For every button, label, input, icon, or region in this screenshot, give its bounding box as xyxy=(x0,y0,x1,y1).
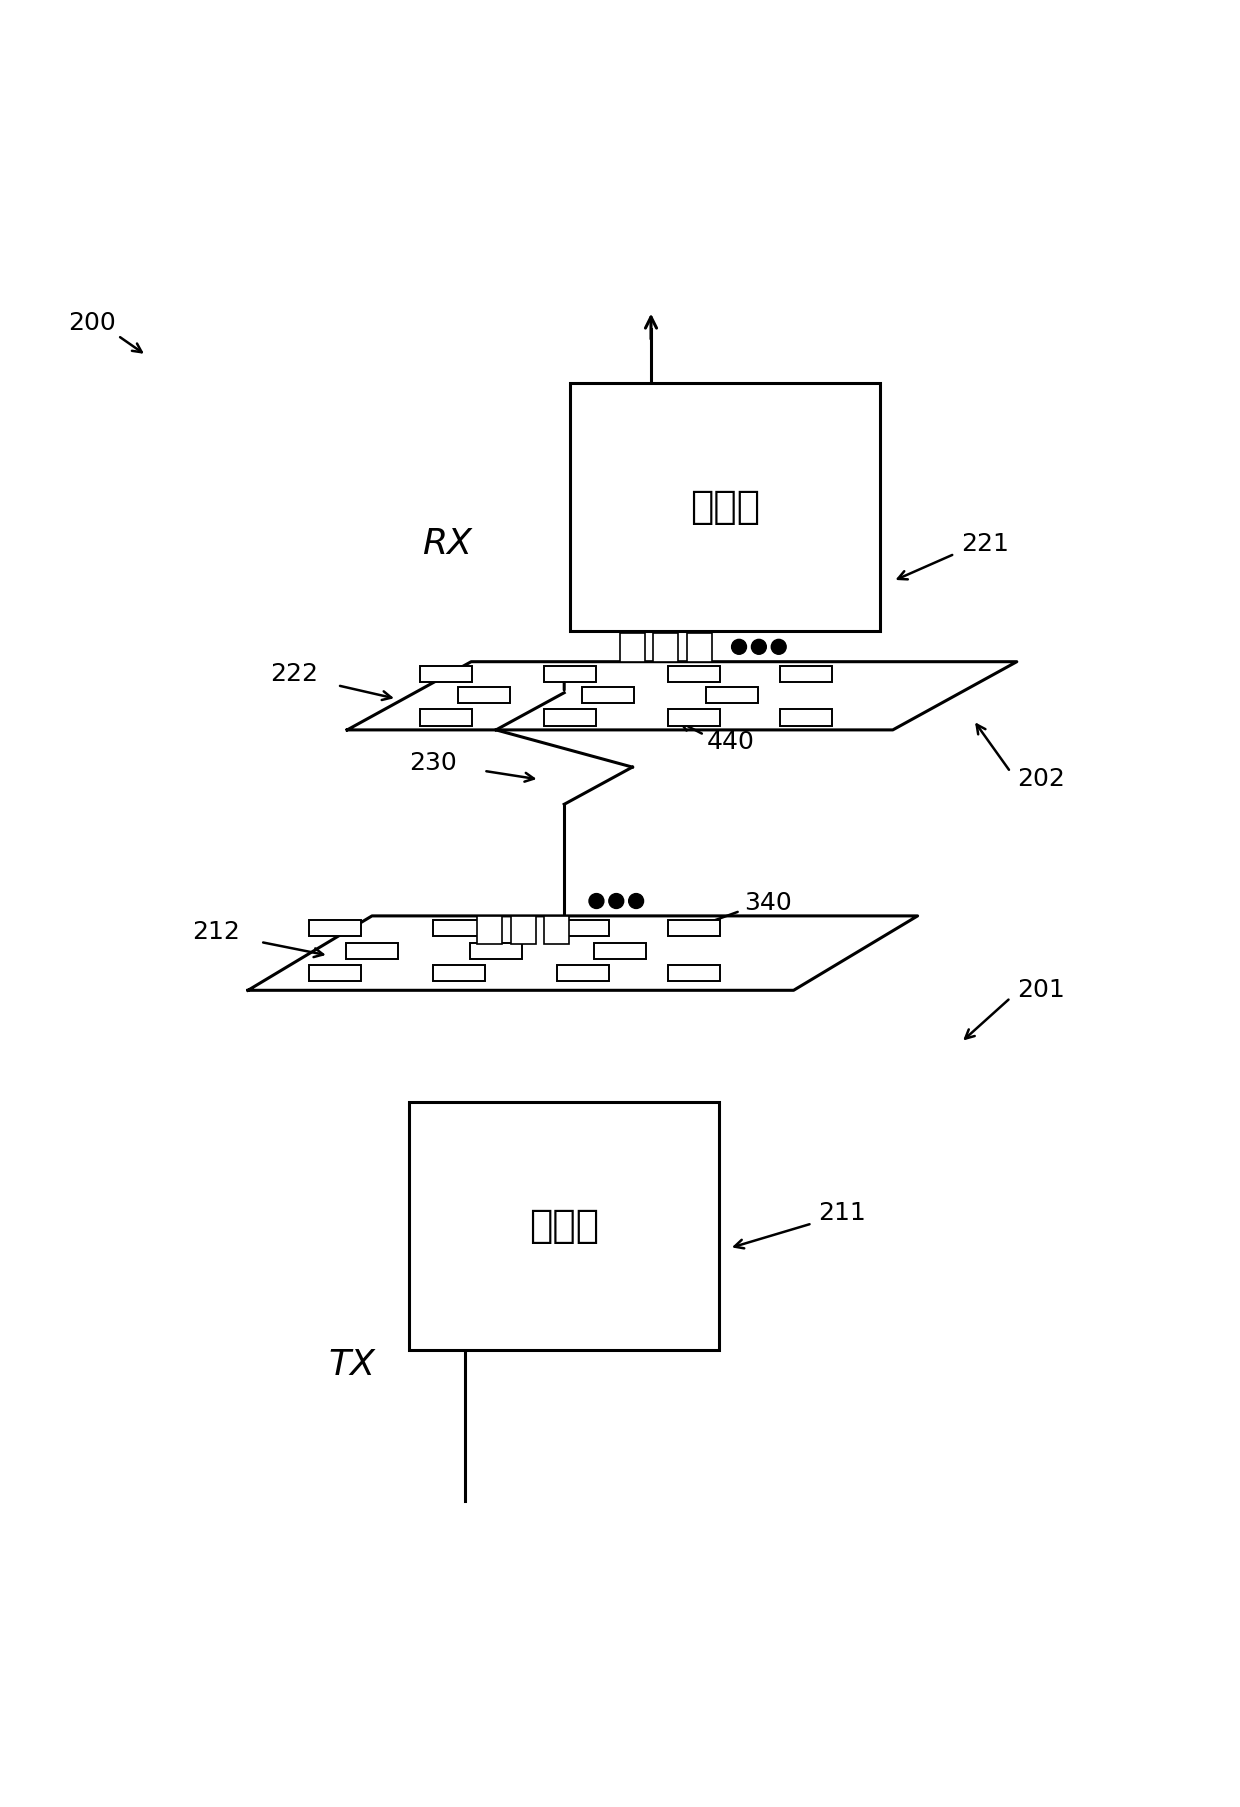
Text: 340: 340 xyxy=(744,891,792,916)
Bar xyxy=(582,687,634,703)
Bar xyxy=(544,916,569,945)
Circle shape xyxy=(732,640,746,654)
Bar xyxy=(668,965,720,981)
Bar xyxy=(668,667,720,683)
Bar xyxy=(557,920,609,936)
Bar xyxy=(570,383,880,631)
Circle shape xyxy=(629,894,644,909)
Text: 201: 201 xyxy=(1017,978,1065,1003)
Text: 处理器: 处理器 xyxy=(529,1207,599,1245)
Bar xyxy=(557,965,609,981)
Bar xyxy=(780,667,832,683)
Bar xyxy=(544,710,596,726)
Bar xyxy=(687,632,712,661)
Bar xyxy=(653,632,678,661)
Bar xyxy=(477,916,502,945)
Bar xyxy=(433,920,485,936)
Text: 440: 440 xyxy=(707,730,755,754)
Bar xyxy=(433,965,485,981)
Text: RX: RX xyxy=(422,528,471,560)
Bar xyxy=(544,667,596,683)
Text: 212: 212 xyxy=(192,920,241,943)
Bar xyxy=(470,943,522,960)
Circle shape xyxy=(609,894,624,909)
Bar xyxy=(458,687,510,703)
Text: 200: 200 xyxy=(68,311,117,334)
Bar xyxy=(594,943,646,960)
Bar xyxy=(511,916,536,945)
Circle shape xyxy=(771,640,786,654)
Text: 221: 221 xyxy=(961,531,1009,557)
Bar xyxy=(706,687,758,703)
Bar xyxy=(309,965,361,981)
Bar xyxy=(420,667,472,683)
Text: 230: 230 xyxy=(409,752,458,775)
Bar xyxy=(309,920,361,936)
Text: 202: 202 xyxy=(1017,768,1065,791)
Text: 处理器: 处理器 xyxy=(691,488,760,526)
Bar xyxy=(346,943,398,960)
Bar xyxy=(780,710,832,726)
Text: 222: 222 xyxy=(270,661,319,687)
Text: 211: 211 xyxy=(818,1202,867,1225)
Bar xyxy=(409,1102,719,1350)
Text: TX: TX xyxy=(329,1348,376,1382)
Bar xyxy=(420,710,472,726)
Bar xyxy=(668,920,720,936)
Bar xyxy=(668,710,720,726)
Circle shape xyxy=(751,640,766,654)
Circle shape xyxy=(589,894,604,909)
Bar xyxy=(620,632,645,661)
